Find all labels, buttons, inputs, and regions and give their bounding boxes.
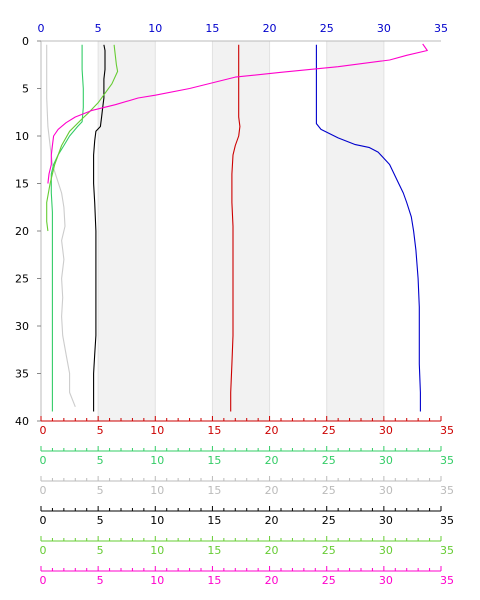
red-axis-tick-label: 15 (207, 424, 221, 437)
lime-axis: 0 5 10 15 20 25 30 35 (40, 536, 454, 557)
red-axis-tick-label: 0 (40, 424, 47, 437)
y-tick-label: 30 (15, 320, 29, 333)
series-black-line (93, 44, 106, 412)
red-axis-tick-label: 30 (379, 424, 393, 437)
black-axis-tick-label: 20 (265, 514, 279, 527)
top-tick-label: 15 (205, 22, 219, 35)
magenta-axis-tick-label: 10 (150, 574, 164, 587)
lime-axis-tick-label: 20 (265, 544, 279, 557)
lightgray-axis: 0 5 10 15 20 25 30 35 (40, 476, 454, 497)
lime-axis-tick-label: 35 (440, 544, 454, 557)
series-green-line (50, 44, 84, 412)
red-axis-tick-label: 35 (440, 424, 454, 437)
lime-axis-tick-label: 10 (150, 544, 164, 557)
magenta-axis-tick-label: 20 (265, 574, 279, 587)
black-axis-tick-label: 10 (150, 514, 164, 527)
magenta-axis-tick-label: 5 (97, 574, 104, 587)
top-tick-label: 30 (377, 22, 391, 35)
lime-axis-tick-label: 15 (207, 544, 221, 557)
black-axis-tick-label: 0 (40, 514, 47, 527)
lightgray-axis-tick-label: 20 (265, 484, 279, 497)
shaded-band (98, 41, 156, 421)
lime-axis-tick-label: 5 (97, 544, 104, 557)
lime-axis-tick-label: 0 (40, 544, 47, 557)
top-axis: 0 5 10 15 20 25 30 35 (38, 22, 448, 42)
black-axis-tick-label: 15 (207, 514, 221, 527)
y-tick-label: 25 (15, 273, 29, 286)
series-magenta-line (47, 43, 428, 184)
top-tick-label: 25 (320, 22, 334, 35)
bottom-axes: 0 5 10 15 20 25 30 35 0 5 10 15 20 25 30 35 0 5 10 15 20 25 30… (40, 416, 454, 587)
lightgray-axis-tick-label: 25 (322, 484, 336, 497)
lightgray-axis-tick-label: 0 (40, 484, 47, 497)
black-axis-tick-label: 30 (379, 514, 393, 527)
lightgray-axis-tick-label: 5 (97, 484, 104, 497)
series-red-line (230, 44, 241, 412)
magenta-axis-tick-label: 35 (440, 574, 454, 587)
magenta-axis-tick-label: 25 (322, 574, 336, 587)
top-tick-label: 10 (148, 22, 162, 35)
y-tick-label: 5 (22, 83, 29, 96)
black-axis-tick-label: 5 (97, 514, 104, 527)
shaded-band (212, 41, 270, 421)
green-axis-tick-label: 10 (150, 454, 164, 467)
top-tick-label: 35 (434, 22, 448, 35)
top-tick-label: 20 (263, 22, 277, 35)
red-axis-tick-label: 10 (150, 424, 164, 437)
green-axis-tick-label: 20 (265, 454, 279, 467)
shaded-band (326, 41, 384, 421)
series-group (46, 43, 428, 412)
black-axis-tick-label: 25 (322, 514, 336, 527)
lime-axis-tick-label: 25 (322, 544, 336, 557)
green-axis-tick-label: 15 (207, 454, 221, 467)
red-axis-tick-label: 20 (265, 424, 279, 437)
y-tick-label: 20 (15, 225, 29, 238)
series-lime-line (46, 44, 119, 232)
green-axis: 0 5 10 15 20 25 30 35 (40, 446, 454, 467)
magenta-axis-tick-label: 15 (207, 574, 221, 587)
series-lightgray-line (46, 44, 76, 408)
lightgray-axis-tick-label: 30 (379, 484, 393, 497)
y-tick-label: 10 (15, 130, 29, 143)
red-axis-tick-label: 5 (97, 424, 104, 437)
magenta-axis-tick-label: 30 (379, 574, 393, 587)
green-axis-tick-label: 30 (379, 454, 393, 467)
top-tick-label: 0 (38, 22, 45, 35)
black-axis-tick-label: 35 (440, 514, 454, 527)
top-tick-label: 5 (95, 22, 102, 35)
series-blue-line (315, 44, 421, 412)
red-axis-tick-label: 25 (322, 424, 336, 437)
lightgray-axis-tick-label: 15 (207, 484, 221, 497)
green-axis-tick-label: 0 (40, 454, 47, 467)
green-axis-tick-label: 5 (97, 454, 104, 467)
black-axis: 0 5 10 15 20 25 30 35 (40, 506, 454, 527)
magenta-axis: 0 5 10 15 20 25 30 35 (40, 566, 454, 587)
green-axis-tick-label: 35 (440, 454, 454, 467)
lightgray-axis-tick-label: 35 (440, 484, 454, 497)
y-tick-label: 40 (15, 415, 29, 428)
y-tick-label: 0 (22, 35, 29, 48)
lightgray-axis-tick-label: 10 (150, 484, 164, 497)
lime-axis-tick-label: 30 (379, 544, 393, 557)
green-axis-tick-label: 25 (322, 454, 336, 467)
y-tick-label: 15 (15, 178, 29, 191)
shaded-bands (97, 41, 385, 421)
red-axis: 0 5 10 15 20 25 30 35 (40, 416, 454, 437)
y-tick-label: 35 (15, 368, 29, 381)
magenta-axis-tick-label: 0 (40, 574, 47, 587)
